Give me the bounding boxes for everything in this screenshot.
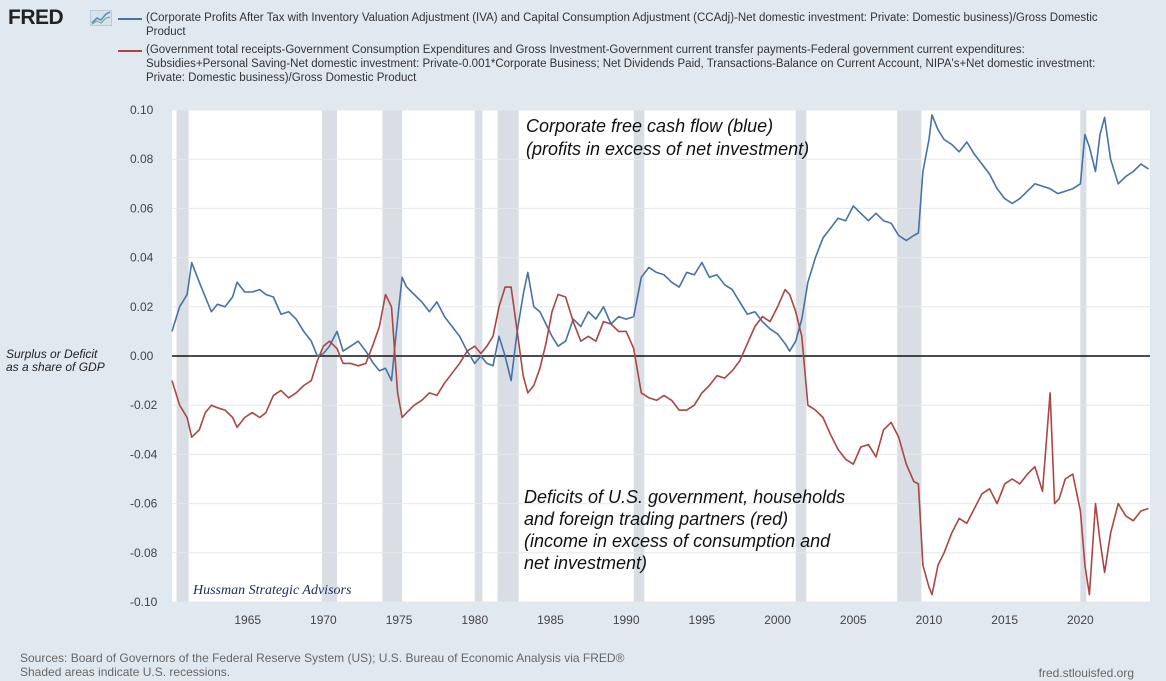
x-tick-label: 1975 [386, 613, 413, 627]
x-tick-label: 2010 [916, 613, 943, 627]
x-tick-label: 2000 [764, 613, 791, 627]
fred-logo[interactable]: FRED [8, 6, 64, 29]
red-annotation-line: (income in excess of consumption and [524, 531, 831, 551]
side-label-line-2: as a share of GDP [6, 360, 105, 374]
y-tick-label: 0.06 [130, 201, 154, 215]
red-annotation-line: net investment) [524, 553, 647, 573]
x-tick-label: 1970 [310, 613, 337, 627]
chart-line-icon [90, 10, 112, 26]
legend-swatch-red [118, 50, 142, 52]
sources-note: Sources: Board of Governors of the Feder… [20, 651, 625, 665]
y-tick-label: -0.10 [130, 595, 158, 609]
x-tick-label: 1995 [689, 613, 716, 627]
x-tick-label: 1965 [234, 613, 261, 627]
y-axis-side-label: Surplus or Deficit as a share of GDP [6, 348, 105, 374]
y-tick-label: -0.06 [130, 497, 158, 511]
y-tick-label: 0.02 [130, 300, 154, 314]
legend-swatch-blue [118, 18, 142, 20]
legend-entry-blue[interactable]: (Corporate Profits After Tax with Invent… [118, 11, 1118, 39]
blue-annotation-line: (profits in excess of net investment) [526, 139, 809, 159]
x-tick-label: 2020 [1067, 613, 1094, 627]
y-tick-label: -0.08 [130, 546, 158, 560]
legend-label-red: (Government total receipts-Government Co… [146, 44, 1096, 84]
x-tick-label: 2015 [991, 613, 1018, 627]
watermark: Hussman Strategic Advisors [192, 583, 352, 598]
red-annotation-line: Deficits of U.S. government, households [524, 487, 845, 507]
series-line-blue [171, 114, 1149, 382]
legend-entry-red[interactable]: (Government total receipts-Government Co… [118, 43, 1118, 85]
side-label-line-1: Surplus or Deficit [6, 347, 98, 361]
y-tick-label: 0.08 [130, 152, 154, 166]
series-line-red [171, 286, 1149, 596]
y-tick-label: -0.02 [130, 398, 158, 412]
x-tick-label: 2005 [840, 613, 867, 627]
y-tick-label: 0.04 [130, 251, 154, 265]
blue-annotation-line: Corporate free cash flow (blue) [526, 116, 773, 136]
axes: 0.10 0.08 0.06 0.04 0.02 0.00 -0.02 -0.04 -0.06 -… [130, 103, 1094, 627]
annotations: Corporate free cash flow (blue) (profits … [192, 116, 845, 598]
y-tick-label: -0.04 [130, 447, 158, 461]
fred-url-link[interactable]: fred.stlouisfed.org [1038, 666, 1134, 680]
recessions-note: Shaded areas indicate U.S. recessions. [20, 665, 231, 679]
red-annotation-line: and foreign trading partners (red) [524, 509, 788, 529]
x-tick-label: 1990 [613, 613, 640, 627]
legend-label-blue: (Corporate Profits After Tax with Invent… [146, 12, 1098, 38]
y-tick-label: 0.00 [130, 349, 154, 363]
y-tick-label: 0.10 [130, 103, 154, 117]
series-layer [171, 114, 1149, 596]
x-tick-label: 1980 [461, 613, 488, 627]
x-tick-label: 1985 [537, 613, 564, 627]
